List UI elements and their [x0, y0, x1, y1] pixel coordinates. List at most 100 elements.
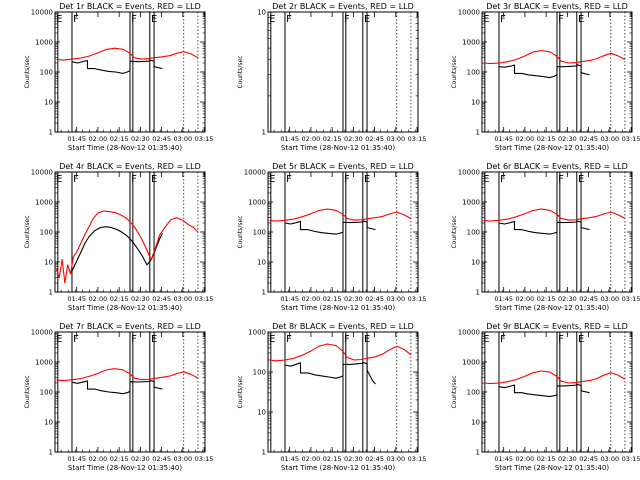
- x-tick-label: 03:15: [622, 455, 640, 463]
- flag-letter: F: [344, 334, 350, 345]
- series-line-events: [71, 59, 163, 74]
- chart-panel-1: Det 1r BLACK = Events, RED = LLD Counts/s…: [24, 2, 213, 152]
- series-line-lld: [269, 343, 412, 362]
- y-tick-label: 10000: [31, 9, 53, 17]
- y-tick-label: 100: [467, 69, 480, 77]
- flag-letter: E: [483, 334, 489, 345]
- y-tick-label: 10: [257, 9, 266, 17]
- x-axis-label: Start Time (28-Nov-12 01:35:40): [68, 464, 182, 472]
- flag-letter: E: [56, 174, 62, 185]
- y-tick-label: 10000: [31, 329, 53, 337]
- y-axis-label: Counts/sec: [451, 215, 458, 248]
- chart-title: Det 2r BLACK = Events, RED = LLD: [272, 2, 414, 11]
- y-tick-label: 10: [257, 409, 266, 417]
- x-tick-label: 02:45: [365, 455, 384, 463]
- flag-letter: F: [558, 174, 564, 185]
- flag-letter: E: [578, 174, 584, 185]
- y-tick-label: 100: [253, 229, 266, 237]
- x-tick-label: 02:45: [365, 135, 384, 143]
- y-tick-label: 1000: [462, 199, 480, 207]
- y-tick-label: 10: [257, 259, 266, 267]
- flag-letter: E: [364, 334, 370, 345]
- flag-letter: F: [500, 174, 506, 185]
- x-tick-label: 03:15: [195, 455, 214, 463]
- flag-letter: E: [269, 14, 275, 25]
- x-tick-label: 03:00: [600, 135, 619, 143]
- flag-letter: F: [344, 174, 350, 185]
- x-axis-label: Start Time (28-Nov-12 01:35:40): [68, 144, 182, 152]
- y-tick-label: 1: [262, 289, 266, 297]
- y-tick-label: 1: [476, 449, 480, 457]
- x-tick-label: 01:45: [280, 135, 299, 143]
- x-axis-label: Start Time (28-Nov-12 01:35:40): [281, 304, 395, 312]
- flag-letter: F: [500, 334, 506, 345]
- flag-letter: E: [151, 14, 157, 25]
- chart-panel-8: Det 8r BLACK = Events, RED = LLD Counts/s…: [237, 322, 426, 472]
- x-axis-label: Start Time (28-Nov-12 01:35:40): [68, 304, 182, 312]
- flag-letter: E: [364, 174, 370, 185]
- y-tick-label: 100: [467, 229, 480, 237]
- x-tick-label: 02:30: [131, 135, 150, 143]
- y-tick-label: 100: [40, 229, 53, 237]
- x-tick-label: 03:00: [173, 135, 192, 143]
- chart-title: Det 5r BLACK = Events, RED = LLD: [272, 162, 414, 171]
- y-tick-label: 1000: [35, 39, 53, 47]
- x-tick-label: 02:00: [89, 135, 108, 143]
- x-tick-label: 02:15: [110, 455, 129, 463]
- flag-letter: F: [500, 14, 506, 25]
- y-axis-label: Counts/sec: [24, 215, 31, 248]
- x-tick-label: 02:30: [558, 455, 577, 463]
- flag-letter: F: [73, 14, 79, 25]
- chart-panel-4: Det 4r BLACK = Events, RED = LLD Counts/s…: [24, 162, 213, 312]
- series-line-events: [284, 361, 376, 385]
- x-tick-label: 03:15: [408, 455, 427, 463]
- y-tick-label: 100: [253, 369, 266, 377]
- y-tick-label: 1000: [35, 199, 53, 207]
- x-tick-label: 02:00: [302, 295, 321, 303]
- x-tick-label: 02:15: [323, 455, 342, 463]
- x-tick-label: 03:00: [600, 455, 619, 463]
- x-tick-label: 02:30: [344, 135, 363, 143]
- flag-letter: E: [56, 334, 62, 345]
- y-tick-label: 1: [476, 129, 480, 137]
- y-tick-label: 100: [40, 389, 53, 397]
- x-tick-label: 02:45: [152, 295, 171, 303]
- x-tick-label: 02:45: [152, 455, 171, 463]
- x-tick-label: 02:00: [516, 295, 535, 303]
- y-tick-label: 1: [49, 129, 53, 137]
- x-tick-label: 02:30: [558, 135, 577, 143]
- x-tick-label: 02:00: [516, 455, 535, 463]
- y-tick-label: 1000: [462, 39, 480, 47]
- x-tick-label: 02:15: [323, 295, 342, 303]
- y-axis-label: Counts/sec: [451, 375, 458, 408]
- y-axis-label: Counts/sec: [237, 375, 244, 408]
- x-tick-label: 02:45: [579, 295, 598, 303]
- x-tick-label: 02:15: [110, 135, 129, 143]
- y-tick-label: 10000: [458, 9, 480, 17]
- x-tick-label: 01:45: [494, 135, 513, 143]
- flag-letter: F: [131, 14, 137, 25]
- x-tick-label: 03:15: [622, 295, 640, 303]
- x-tick-label: 03:00: [386, 135, 405, 143]
- x-axis-label: Start Time (28-Nov-12 01:35:40): [495, 304, 609, 312]
- flag-letter: F: [286, 334, 292, 345]
- x-tick-label: 02:15: [537, 455, 556, 463]
- y-axis-label: Counts/sec: [237, 55, 244, 88]
- y-tick-label: 10: [44, 259, 53, 267]
- flag-letter: F: [344, 14, 350, 25]
- series-line-events: [71, 380, 163, 395]
- x-tick-label: 01:45: [280, 455, 299, 463]
- y-tick-label: 10: [44, 99, 53, 107]
- flag-letter: E: [269, 174, 275, 185]
- chart-title: Det 4r BLACK = Events, RED = LLD: [59, 162, 201, 171]
- x-axis-label: Start Time (28-Nov-12 01:35:40): [281, 464, 395, 472]
- x-tick-label: 02:30: [344, 455, 363, 463]
- x-tick-label: 02:30: [131, 455, 150, 463]
- flag-letter: F: [131, 334, 137, 345]
- y-tick-label: 10: [471, 99, 480, 107]
- series-line-lld: [483, 208, 626, 222]
- x-tick-label: 02:45: [579, 455, 598, 463]
- x-tick-label: 02:00: [516, 135, 535, 143]
- flag-letter: E: [483, 174, 489, 185]
